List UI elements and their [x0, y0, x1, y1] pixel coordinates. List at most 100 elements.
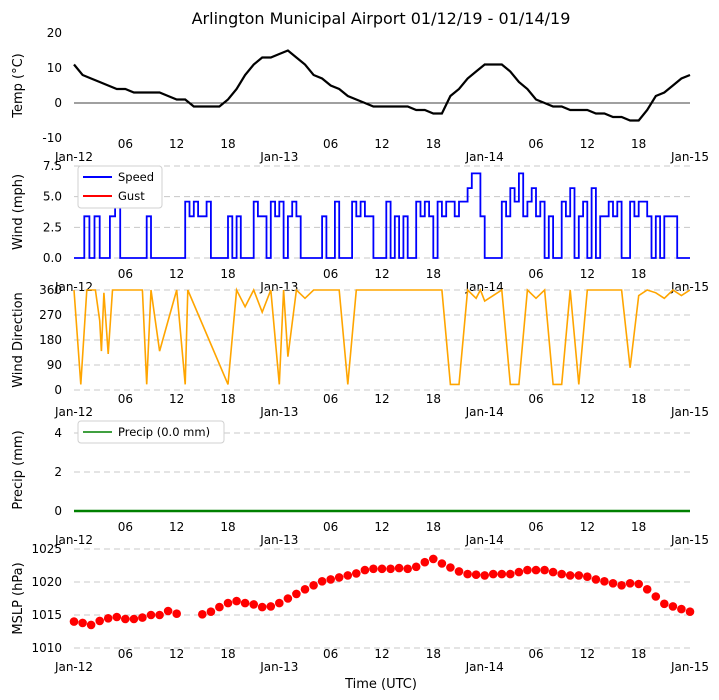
dir-x-tick-label: 06	[323, 392, 338, 406]
mslp-point	[369, 564, 378, 574]
dir-x-tick-label: 18	[426, 392, 441, 406]
mslp-point	[463, 569, 472, 579]
dir-x-tick-label: Jan-12	[54, 405, 93, 419]
temp-x-tick-label: 12	[169, 137, 184, 151]
wind-x-tick-label: 12	[580, 267, 595, 281]
mslp-point	[103, 614, 113, 623]
mslp-point	[69, 617, 79, 626]
mslp-point	[215, 602, 224, 612]
dir-x-tick-label: Jan-14	[465, 405, 504, 419]
mslp-point	[283, 594, 293, 603]
mslp-point	[292, 589, 301, 599]
mslp-y-tick-label: 1010	[31, 641, 62, 655]
mslp-point	[634, 579, 643, 589]
mslp-point	[386, 564, 395, 574]
mslp-y-axis-label: MSLP (hPa)	[11, 562, 26, 634]
temp-y-tick-label: 0	[54, 96, 62, 110]
mslp-point	[129, 614, 139, 624]
mslp-point	[437, 559, 447, 568]
temp-x-tick-label: Jan-13	[259, 150, 298, 164]
mslp-point	[446, 563, 455, 572]
mslp-point	[232, 596, 241, 606]
wind-x-tick-label: Jan-12	[54, 280, 93, 294]
mslp-point	[480, 571, 490, 580]
mslp-x-tick-label: Jan-15	[670, 660, 709, 674]
precip-x-tick-label: Jan-12	[54, 533, 93, 547]
precip-x-tick-label: Jan-14	[465, 533, 504, 547]
mslp-point	[506, 569, 515, 579]
x-axis-label: Time (UTC)	[344, 677, 417, 692]
temp-x-tick-label: Jan-14	[465, 150, 504, 164]
wind-x-tick-label: 06	[323, 267, 338, 281]
mslp-x-tick-label: Jan-12	[54, 660, 93, 674]
mslp-point	[343, 571, 353, 580]
mslp-point	[523, 565, 532, 575]
temp-x-tick-label: 12	[580, 137, 595, 151]
precip-x-tick-label: 06	[323, 520, 338, 534]
mslp-x-tick-label: Jan-13	[259, 660, 298, 674]
temp-x-tick-label: 12	[374, 137, 389, 151]
precip-x-tick-label: 06	[528, 520, 543, 534]
mslp-point	[531, 565, 541, 575]
mslp-x-tick-label: 06	[118, 647, 133, 661]
mslp-y-tick-label: 1015	[31, 608, 62, 622]
temp-x-tick-label: Jan-12	[54, 150, 93, 164]
mslp-point	[309, 581, 318, 590]
wind-x-tick-label: Jan-13	[259, 280, 298, 294]
mslp-y-tick-label: 1020	[31, 575, 62, 589]
wind-x-tick-label: 12	[374, 267, 389, 281]
precip-y-axis-label: Precip (mm)	[11, 430, 26, 509]
precip-x-tick-label: 18	[631, 520, 646, 534]
temperature-line	[73, 49, 691, 122]
temp-x-tick-label: 06	[118, 137, 133, 151]
precip-x-tick-label: 06	[118, 520, 133, 534]
wind-speed-line	[74, 172, 690, 259]
precip-y-tick-label: 2	[54, 465, 62, 479]
mslp-point	[514, 567, 524, 577]
dir-x-tick-label: 12	[580, 392, 595, 406]
mslp-point	[591, 575, 601, 584]
dir-x-tick-label: 12	[169, 392, 184, 406]
legend-precip-label: Precip (0.0 mm)	[118, 425, 210, 439]
mslp-point	[198, 610, 207, 619]
temp-x-tick-label: 18	[631, 137, 646, 151]
mslp-point	[163, 606, 173, 616]
mslp-x-tick-label: 12	[169, 647, 184, 661]
mslp-point	[112, 612, 122, 622]
dir-x-tick-label: 06	[118, 392, 133, 406]
dir-x-tick-label: Jan-15	[670, 405, 709, 419]
mslp-y-tick-label: 1025	[31, 542, 62, 556]
wind-x-tick-label: 18	[426, 267, 441, 281]
mslp-point	[172, 609, 181, 618]
mslp-point	[668, 602, 678, 611]
wind-y-tick-label: 0.0	[43, 251, 62, 265]
wind-x-tick-label: 18	[631, 267, 646, 281]
mslp-point	[155, 610, 164, 620]
mslp-x-tick-label: 18	[631, 647, 646, 661]
temp-y-axis-label: Temp (°C)	[11, 53, 26, 119]
temp-y-tick-label: 10	[47, 61, 62, 75]
mslp-point	[300, 585, 310, 594]
mslp-point	[360, 565, 370, 575]
mslp-point	[266, 602, 276, 611]
dir-y-tick-label: 180	[39, 333, 62, 347]
wind-y-tick-label: 2.5	[43, 220, 62, 234]
mslp-point	[403, 564, 413, 574]
precip-y-tick-label: 4	[54, 426, 62, 440]
precip-legend-box	[77, 420, 225, 444]
mslp-point	[275, 598, 284, 608]
mslp-point	[574, 571, 584, 580]
wind-x-tick-label: 18	[220, 267, 235, 281]
mslp-point	[677, 604, 686, 614]
mslp-point	[617, 581, 626, 590]
mslp-point	[642, 585, 652, 594]
mslp-point	[95, 616, 104, 626]
wind-x-tick-label: 06	[528, 267, 543, 281]
dir-y-tick-label: 270	[39, 308, 62, 322]
mslp-point	[249, 600, 258, 609]
mslp-point	[326, 575, 336, 584]
mslp-x-tick-label: Jan-14	[465, 660, 504, 674]
wind-x-tick-label: 12	[169, 267, 184, 281]
wind-direction-line	[73, 287, 691, 386]
dir-y-tick-label: 90	[47, 358, 62, 372]
